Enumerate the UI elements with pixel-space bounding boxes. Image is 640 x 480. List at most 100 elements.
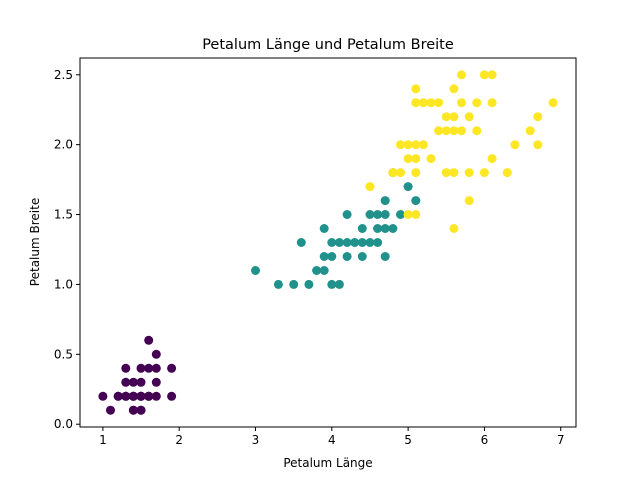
data-point <box>357 252 367 261</box>
data-point <box>487 98 497 108</box>
data-point <box>327 279 337 289</box>
data-point <box>121 377 131 387</box>
data-point <box>136 405 146 415</box>
x-tick-label: 6 <box>481 433 489 447</box>
data-point <box>342 238 352 247</box>
data-point <box>319 266 329 275</box>
data-point <box>479 70 489 80</box>
y-tick-label: 1.5 <box>54 208 73 222</box>
y-tick-label: 2.0 <box>54 138 73 152</box>
data-point <box>151 377 161 387</box>
data-point <box>167 363 177 373</box>
data-point <box>365 182 375 192</box>
data-point <box>403 154 413 164</box>
data-point <box>334 238 344 247</box>
data-point <box>342 252 352 261</box>
data-point <box>403 182 413 192</box>
data-point <box>365 238 375 247</box>
data-point <box>113 391 123 401</box>
data-point <box>411 196 421 206</box>
data-point <box>144 391 154 401</box>
data-point <box>327 252 337 261</box>
plot-frame <box>79 57 577 428</box>
data-point <box>418 140 428 150</box>
data-point <box>449 168 459 178</box>
data-point <box>464 168 474 178</box>
data-point <box>136 363 146 373</box>
x-tick-label: 3 <box>252 433 260 447</box>
x-tick-label: 2 <box>175 433 183 447</box>
data-point <box>380 196 390 206</box>
data-point <box>304 279 314 289</box>
data-point <box>487 154 497 164</box>
data-point <box>426 154 436 164</box>
data-point <box>411 168 421 178</box>
data-point <box>144 335 154 345</box>
data-point <box>510 140 520 150</box>
data-point <box>396 140 405 150</box>
data-point <box>533 112 543 122</box>
x-tick-label: 7 <box>557 433 565 447</box>
x-tick-label: 5 <box>404 433 412 447</box>
data-point <box>487 70 497 80</box>
data-point <box>128 405 138 415</box>
data-point <box>327 238 337 247</box>
data-point <box>441 126 451 136</box>
data-point <box>121 363 131 373</box>
data-point <box>144 363 154 373</box>
data-point <box>457 126 466 136</box>
data-point <box>357 224 367 233</box>
points-layer <box>98 70 558 415</box>
data-point <box>151 363 161 373</box>
data-point <box>273 279 283 289</box>
data-point <box>167 391 177 401</box>
data-point <box>418 98 428 108</box>
y-tick-label: 1.0 <box>54 277 73 291</box>
data-point <box>411 98 421 108</box>
data-point <box>533 140 543 150</box>
data-point <box>319 224 329 233</box>
x-axis-label: Petalum Länge <box>283 456 372 470</box>
data-point <box>251 266 260 275</box>
data-point <box>403 210 413 219</box>
data-point <box>136 391 146 401</box>
data-point <box>396 168 405 178</box>
data-point <box>136 377 146 387</box>
data-point <box>342 210 352 219</box>
data-point <box>441 112 451 122</box>
data-point <box>151 349 161 359</box>
data-point <box>128 377 138 387</box>
data-point <box>121 391 131 401</box>
data-point <box>411 84 421 94</box>
data-point <box>396 210 405 219</box>
y-tick-label: 0.5 <box>54 347 73 361</box>
data-point <box>411 210 421 219</box>
y-axis: 0.0 0.5 1.0 1.5 2.0 2.5 <box>54 68 80 431</box>
x-axis: 1 2 3 4 5 6 7 <box>99 427 565 447</box>
data-point <box>449 112 459 122</box>
data-point <box>411 154 421 164</box>
data-point <box>434 126 444 136</box>
data-point <box>472 126 482 136</box>
data-point <box>525 126 535 136</box>
data-point <box>312 266 322 275</box>
data-point <box>380 224 390 233</box>
data-point <box>380 210 390 219</box>
data-point <box>296 238 306 247</box>
data-point <box>411 140 421 150</box>
x-tick-label: 4 <box>328 433 336 447</box>
data-point <box>449 224 459 233</box>
data-point <box>334 279 344 289</box>
data-point <box>472 98 482 108</box>
data-point <box>373 238 383 247</box>
data-point <box>357 238 367 247</box>
data-point <box>457 98 466 108</box>
data-point <box>380 252 390 261</box>
chart-title: Petalum Länge und Petalum Breite <box>202 37 454 53</box>
y-tick-label: 0.0 <box>54 417 73 431</box>
data-point <box>151 391 161 401</box>
data-point <box>441 168 451 178</box>
data-point <box>449 126 459 136</box>
data-point <box>426 98 436 108</box>
data-point <box>388 224 398 233</box>
